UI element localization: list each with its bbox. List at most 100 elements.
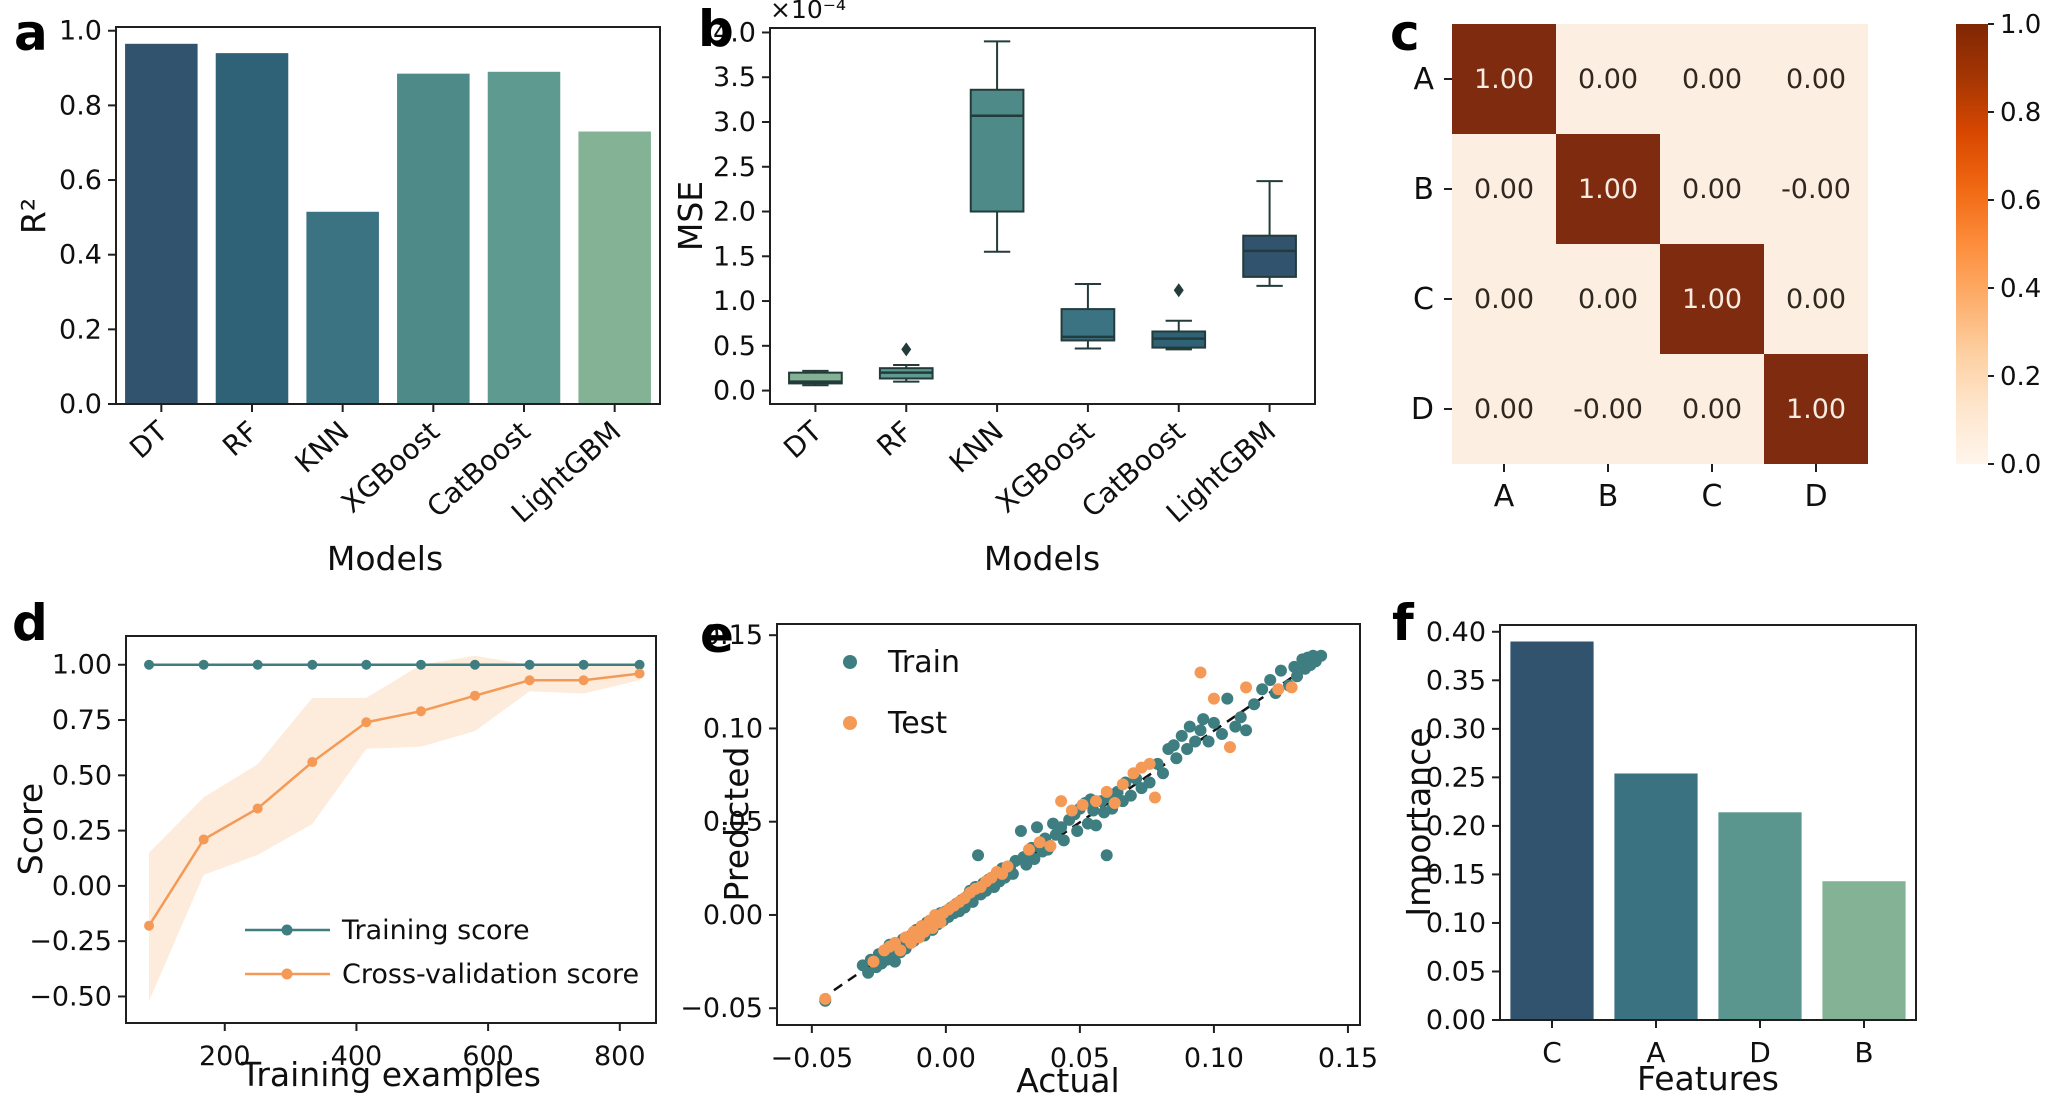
test-point bbox=[819, 992, 832, 1005]
test-point bbox=[1108, 797, 1121, 810]
line-marker bbox=[469, 690, 480, 701]
heatmap-cell-value: 0.00 bbox=[1578, 284, 1638, 315]
y-tick-label: 0.10 bbox=[1426, 908, 1486, 939]
colorbar bbox=[1956, 24, 1988, 464]
test-point bbox=[1001, 860, 1014, 873]
y-tick-label: 0.40 bbox=[1426, 617, 1486, 648]
heatmap-cell-value: 0.00 bbox=[1682, 174, 1742, 205]
line-marker bbox=[144, 920, 155, 931]
y-tick-label: 0.00 bbox=[703, 900, 763, 931]
train-point bbox=[1055, 821, 1068, 834]
x-category-label: KNN bbox=[288, 415, 355, 480]
y-axis-label: Predicted bbox=[717, 747, 756, 902]
heatmap-cell-value: 1.00 bbox=[1578, 174, 1638, 205]
y-tick-label: 0.35 bbox=[1426, 665, 1486, 696]
x-category-label: DT bbox=[777, 414, 828, 465]
line-marker bbox=[307, 659, 318, 670]
train-point bbox=[1229, 720, 1242, 733]
heatmap-cell-value: 1.00 bbox=[1786, 394, 1846, 425]
panel-e: −0.05 0.00 0.05 0.10 0.15 −0.05 0.00 0.05 0.10 0.… bbox=[680, 620, 1378, 1100]
heatmap-cell-value: -0.00 bbox=[1781, 174, 1851, 205]
axes-frame bbox=[776, 623, 1361, 1026]
y-tick-label: 0.0 bbox=[59, 389, 102, 420]
heatmap-row-label: B bbox=[1413, 172, 1434, 207]
x-category-label: RF bbox=[216, 415, 265, 463]
line-marker bbox=[578, 675, 589, 686]
x-tick-label: −0.05 bbox=[770, 1043, 853, 1074]
legend-label: Training score bbox=[341, 915, 530, 946]
outlier-marker bbox=[901, 342, 912, 357]
x-tick-label: 0.00 bbox=[916, 1043, 976, 1074]
panel-label-f: f bbox=[1392, 594, 1414, 652]
train-point bbox=[1089, 819, 1102, 832]
y-tick-label: −0.50 bbox=[29, 981, 112, 1012]
bar-D bbox=[1718, 812, 1802, 1020]
bar-DT bbox=[125, 43, 198, 405]
y-axis-label: MSE bbox=[671, 181, 710, 251]
colorbar-tick-label: 0.0 bbox=[2000, 450, 2041, 480]
heatmap-cell-value: 0.00 bbox=[1682, 394, 1742, 425]
y-tick-label: 0.0 bbox=[713, 376, 756, 407]
x-axis-label: Features bbox=[1637, 1059, 1779, 1098]
legend-label: Cross-validation score bbox=[342, 959, 639, 990]
y-tick-label: 0.50 bbox=[52, 760, 112, 791]
train-point bbox=[1248, 698, 1261, 711]
heatmap-col-label: B bbox=[1598, 479, 1619, 514]
legend-label: Train bbox=[887, 645, 960, 680]
colorbar-tick-label: 0.2 bbox=[2000, 362, 2041, 392]
x-category-label: A bbox=[1646, 1036, 1665, 1069]
train-point bbox=[1256, 683, 1269, 696]
line-cross-validation-score bbox=[147, 672, 640, 927]
bar-CatBoost bbox=[487, 71, 561, 404]
y-tick-label: 1.0 bbox=[713, 286, 756, 317]
x-category-label: C bbox=[1542, 1036, 1562, 1069]
legend-label: Test bbox=[887, 706, 947, 741]
y-axis-label: Score bbox=[11, 783, 50, 875]
y-tick-label: 0.5 bbox=[713, 331, 756, 362]
y-tick-label: 2.0 bbox=[713, 197, 756, 228]
heatmap-cell-value: 0.00 bbox=[1474, 394, 1534, 425]
heatmap-cell-value: 0.00 bbox=[1786, 284, 1846, 315]
line-marker bbox=[524, 675, 535, 686]
line-marker bbox=[144, 659, 155, 670]
y-tick-label: 0.20 bbox=[1426, 811, 1486, 842]
line-marker bbox=[415, 659, 426, 670]
train-point bbox=[1087, 804, 1100, 817]
y-tick-label: 0.00 bbox=[1426, 1005, 1486, 1036]
bar-KNN bbox=[306, 211, 379, 404]
train-point bbox=[1291, 670, 1304, 683]
x-category-label: KNN bbox=[943, 415, 1010, 480]
panel-label-b: b bbox=[698, 0, 734, 58]
test-point bbox=[1285, 681, 1298, 694]
train-point bbox=[1221, 692, 1234, 705]
heatmap-cell-A-D bbox=[1764, 24, 1868, 134]
train-point bbox=[1124, 789, 1137, 802]
y-tick-label: 0.05 bbox=[1426, 956, 1486, 987]
box-XGBoost bbox=[1060, 308, 1116, 342]
test-point bbox=[1272, 683, 1285, 696]
panel-f: 0.00 0.05 0.10 0.15 0.20 0.25 0.30 0.35 0.40 C A D B… bbox=[1399, 617, 1917, 1098]
box-KNN bbox=[969, 88, 1025, 213]
y-tick-label: 0.10 bbox=[703, 713, 763, 744]
outlier-marker bbox=[1173, 283, 1184, 298]
heatmap-cell-value: 0.00 bbox=[1786, 64, 1846, 95]
heatmap-cell-A-A bbox=[1452, 24, 1556, 134]
heatmap-cell-C-D bbox=[1764, 244, 1868, 354]
line-marker bbox=[361, 717, 372, 728]
y-tick-label: 0.4 bbox=[59, 240, 102, 271]
y-tick-label: 0.8 bbox=[59, 90, 102, 121]
panel-label-e: e bbox=[700, 606, 734, 664]
test-point bbox=[1148, 791, 1161, 804]
test-point bbox=[1100, 785, 1113, 798]
colorbar-tick-label: 0.8 bbox=[2000, 98, 2041, 128]
line-marker bbox=[198, 834, 209, 845]
y-tick-label: 2.5 bbox=[713, 152, 756, 183]
train-point bbox=[1143, 776, 1156, 789]
train-point bbox=[1264, 673, 1277, 686]
colorbar-tick-label: 1.0 bbox=[2000, 10, 2041, 40]
heatmap-cell-B-A bbox=[1452, 134, 1556, 244]
heatmap-cell-C-A bbox=[1452, 244, 1556, 354]
test-point bbox=[1089, 795, 1102, 808]
